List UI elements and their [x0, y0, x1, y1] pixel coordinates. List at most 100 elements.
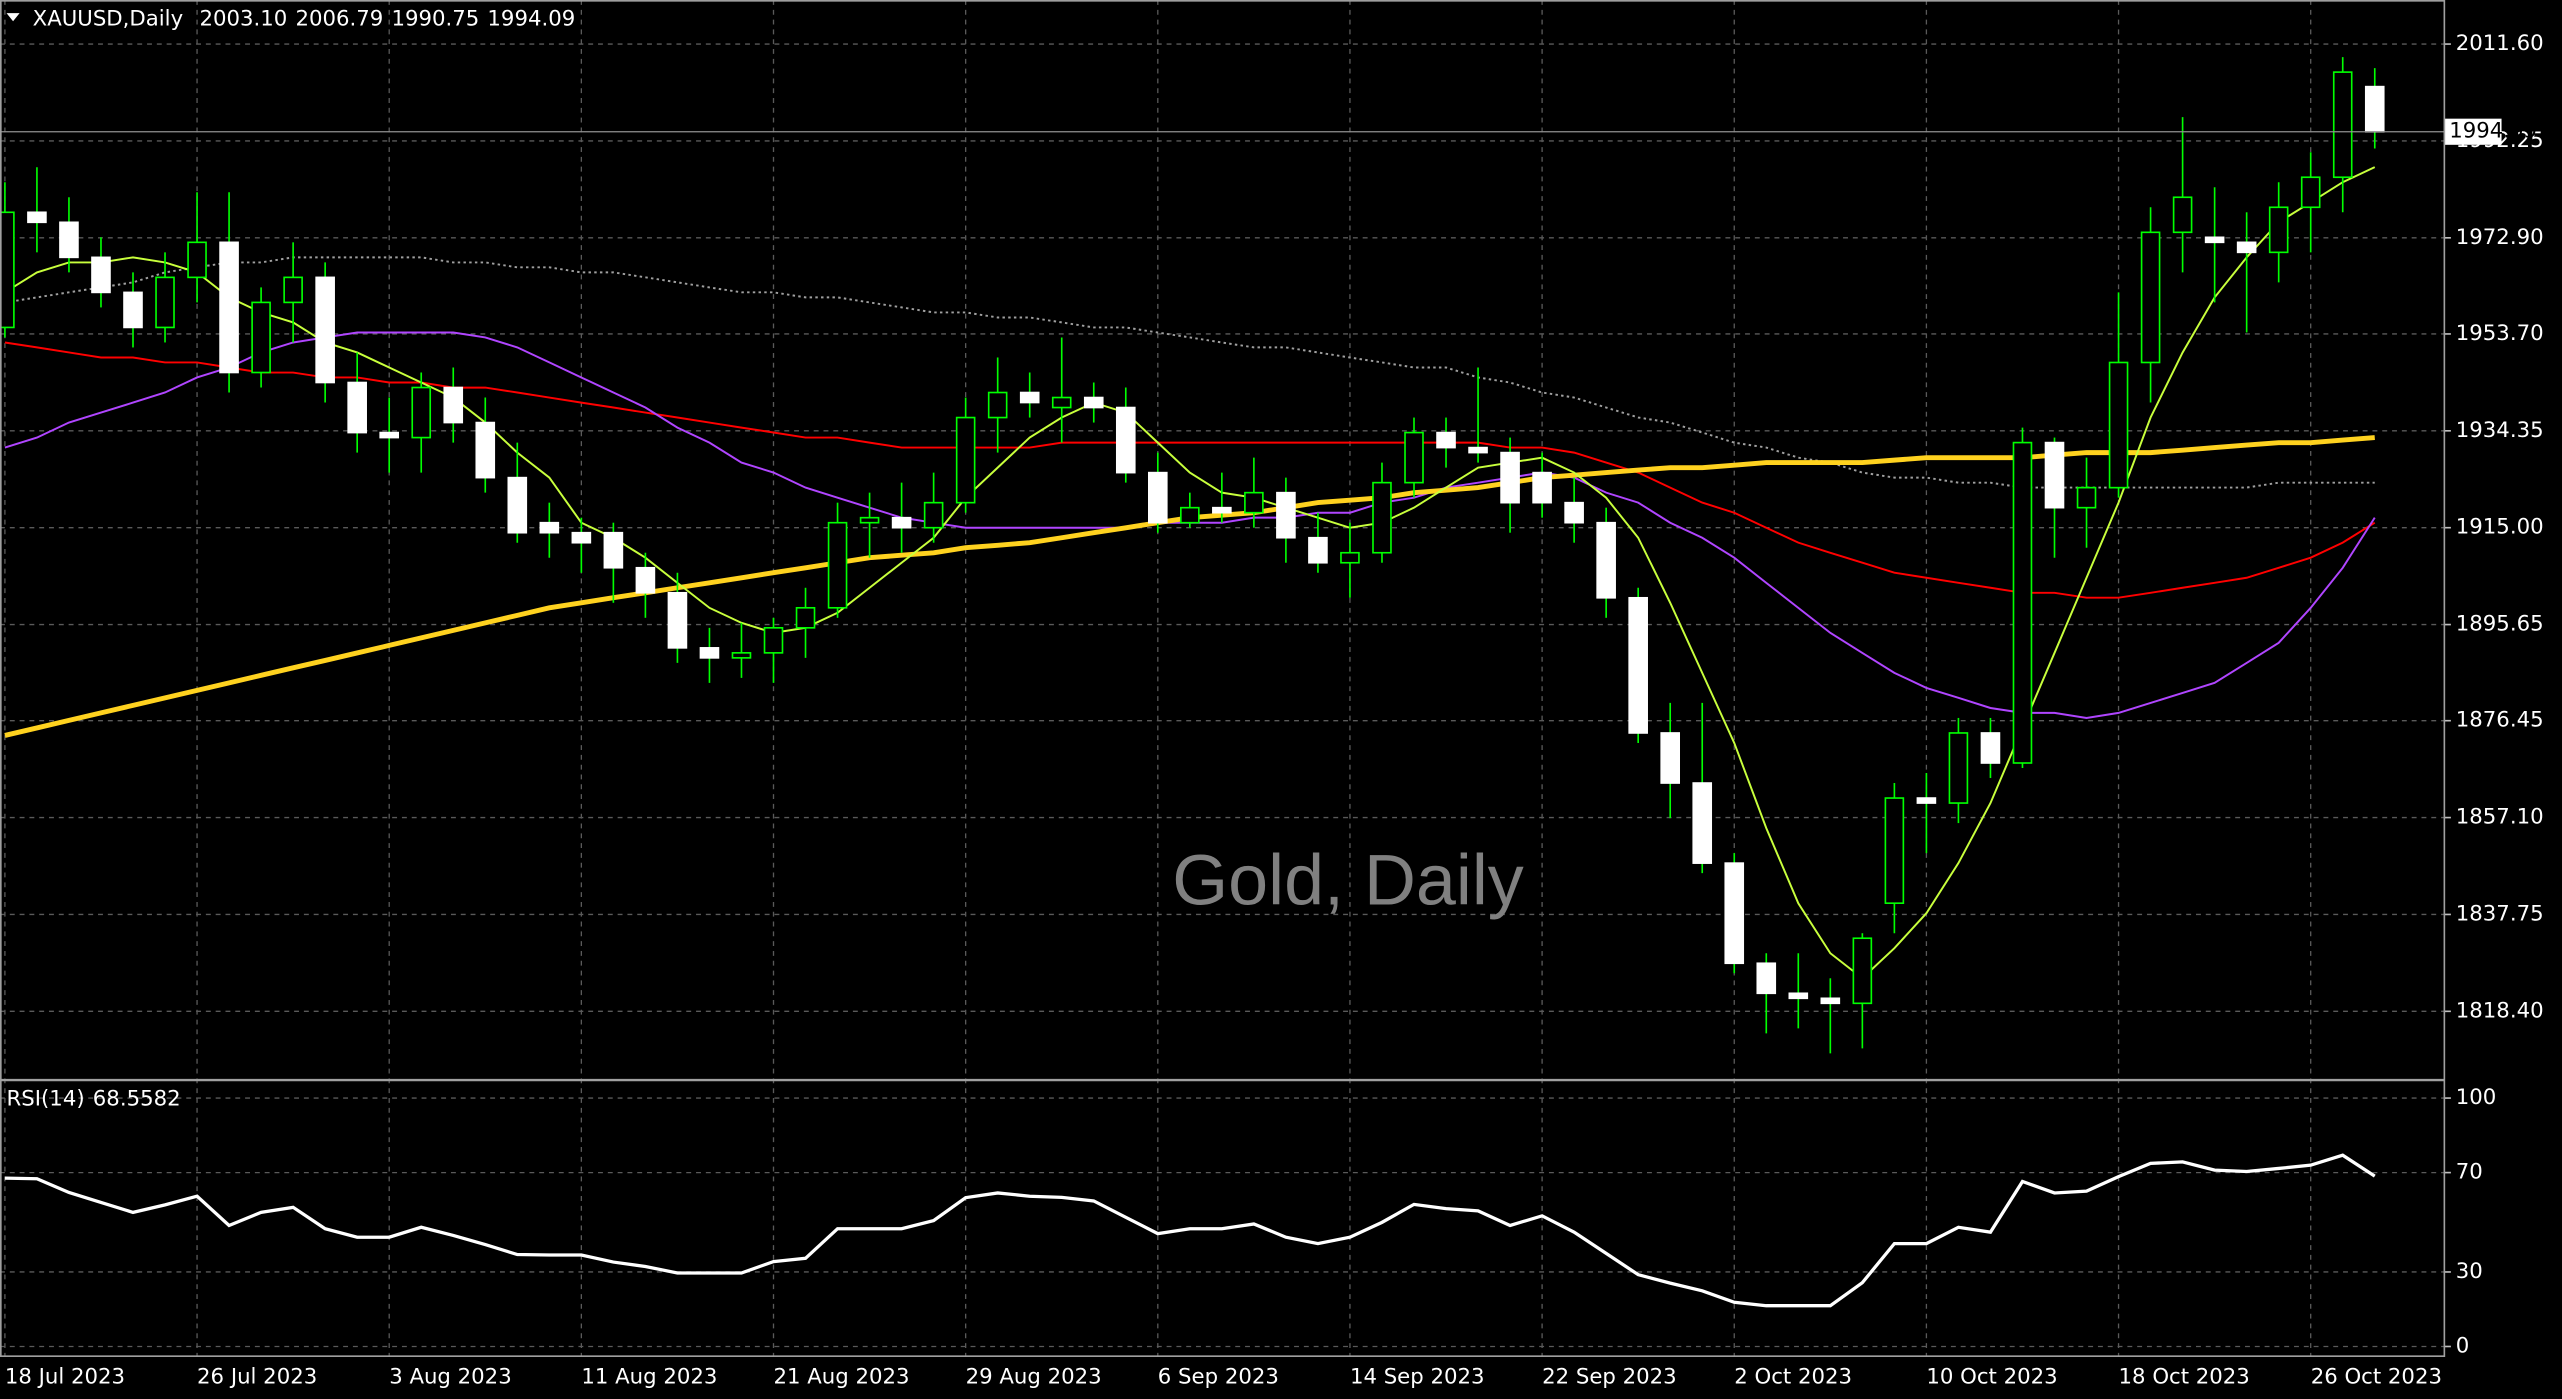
- candle-body: [795, 606, 816, 629]
- rsi-line: [4, 1153, 2376, 1308]
- symbol-title: XAUUSD,Daily: [33, 7, 183, 32]
- candle-body: [731, 652, 752, 659]
- candle-body: [1051, 396, 1072, 409]
- candle-body: [1916, 797, 1937, 804]
- candle-body: [379, 431, 400, 439]
- candle-body: [2012, 441, 2033, 764]
- chart-header: XAUUSD,Daily 2003.10 2006.79 1990.75 1994.09: [33, 7, 576, 32]
- candle-body: [635, 566, 656, 594]
- x-tick-label: 29 Aug 2023: [966, 1364, 1102, 1389]
- y-tick-label: 100: [2456, 1085, 2497, 1110]
- candle-body: [1500, 451, 1520, 504]
- header-value: 1994.09: [487, 7, 575, 32]
- x-tick-label: 14 Sep 2023: [1350, 1364, 1485, 1389]
- candle-body: [1692, 782, 1713, 864]
- candle-body: [891, 516, 912, 529]
- candle-body: [1756, 962, 1777, 995]
- candle-body: [1468, 446, 1488, 454]
- candle-body: [2140, 231, 2161, 364]
- y-tick-label: 2011.60: [2456, 31, 2544, 56]
- candle-body: [571, 531, 592, 544]
- candle-body: [1884, 797, 1905, 904]
- candle-body: [123, 291, 143, 329]
- candle-body: [1532, 471, 1552, 504]
- candle-body: [1628, 596, 1648, 734]
- y-tick-label: 1818.40: [2456, 998, 2544, 1023]
- candle-body: [1083, 396, 1104, 409]
- candle-body: [2076, 486, 2097, 509]
- candle-body: [187, 241, 207, 279]
- y-tick-label: 1972.90: [2456, 225, 2544, 250]
- y-tick-label: 70: [2456, 1160, 2483, 1185]
- candle-body: [2204, 236, 2225, 244]
- header-arrow: [6, 13, 20, 22]
- candle-body: [443, 386, 464, 424]
- x-tick-label: 26 Oct 2023: [2311, 1364, 2442, 1389]
- candle-body: [2044, 441, 2065, 509]
- x-tick-label: 22 Sep 2023: [1542, 1364, 1677, 1389]
- candle-body: [1948, 732, 1969, 804]
- x-tick-label: 21 Aug 2023: [774, 1364, 910, 1389]
- candle-body: [539, 521, 560, 534]
- candle-body: [1276, 491, 1296, 539]
- candle-body: [667, 591, 688, 649]
- candle-body: [923, 501, 944, 529]
- y-tick-label: 1953.70: [2456, 321, 2544, 346]
- x-tick-label: 10 Oct 2023: [1926, 1364, 2057, 1389]
- candle-body: [27, 211, 47, 224]
- candle-body: [859, 516, 880, 524]
- x-tick-label: 3 Aug 2023: [389, 1364, 512, 1389]
- candle-body: [1308, 536, 1328, 564]
- candle-body: [827, 521, 848, 609]
- y-tick-label: 1915.00: [2456, 515, 2544, 540]
- y-tick-label: 1895.65: [2456, 612, 2544, 637]
- header-value: 1990.75: [391, 7, 479, 32]
- candle-body: [411, 386, 432, 439]
- indicator-name: RSI(14): [7, 1087, 85, 1112]
- header-value: 2003.10: [199, 7, 287, 32]
- moving-average-line: [4, 256, 2375, 489]
- candle-body: [987, 391, 1008, 419]
- candle-body: [283, 276, 303, 304]
- moving-average-line: [4, 341, 2376, 599]
- candle-body: [475, 421, 496, 479]
- candle-body: [347, 381, 367, 434]
- y-tick-label: 1934.35: [2456, 418, 2544, 443]
- header-value: 2006.79: [295, 7, 383, 32]
- current-price-label: 1994.09: [2449, 119, 2537, 144]
- candle-body: [1019, 391, 1040, 404]
- current-price-box: [2444, 118, 2502, 145]
- indicator-label: RSI(14) 68.5582: [7, 1087, 181, 1112]
- candle-body: [1244, 491, 1264, 514]
- moving-average-line: [4, 166, 2376, 980]
- x-tick-label: 11 Aug 2023: [581, 1364, 717, 1389]
- candle-body: [2332, 71, 2353, 179]
- candle-body: [1340, 551, 1360, 564]
- candle-body: [1372, 481, 1392, 554]
- y-tick-label: 1837.75: [2456, 901, 2544, 926]
- y-tick-label: 30: [2456, 1259, 2483, 1284]
- candle-body: [155, 276, 175, 329]
- candle-body: [2172, 196, 2193, 234]
- candle-body: [2108, 361, 2129, 489]
- watermark: Gold, Daily: [1172, 841, 1524, 921]
- indicator-value: 68.5582: [93, 1087, 181, 1112]
- candle-body: [1596, 521, 1616, 599]
- x-tick-label: 18 Oct 2023: [2119, 1364, 2250, 1389]
- candle-body: [1788, 992, 1809, 1000]
- x-tick-label: 18 Jul 2023: [5, 1364, 125, 1389]
- candle-body: [315, 276, 335, 384]
- candle-body: [1404, 431, 1424, 484]
- x-tick-label: 2 Oct 2023: [1734, 1364, 1852, 1389]
- candle-body: [91, 256, 111, 294]
- candle-body: [699, 647, 720, 659]
- candle-body: [1212, 506, 1232, 514]
- candle-body: [1660, 732, 1681, 784]
- candle-body: [0, 211, 15, 329]
- candle-body: [1852, 937, 1873, 1005]
- candle-body: [1564, 501, 1584, 524]
- candle-body: [1820, 997, 1841, 1005]
- candle-body: [1180, 506, 1200, 524]
